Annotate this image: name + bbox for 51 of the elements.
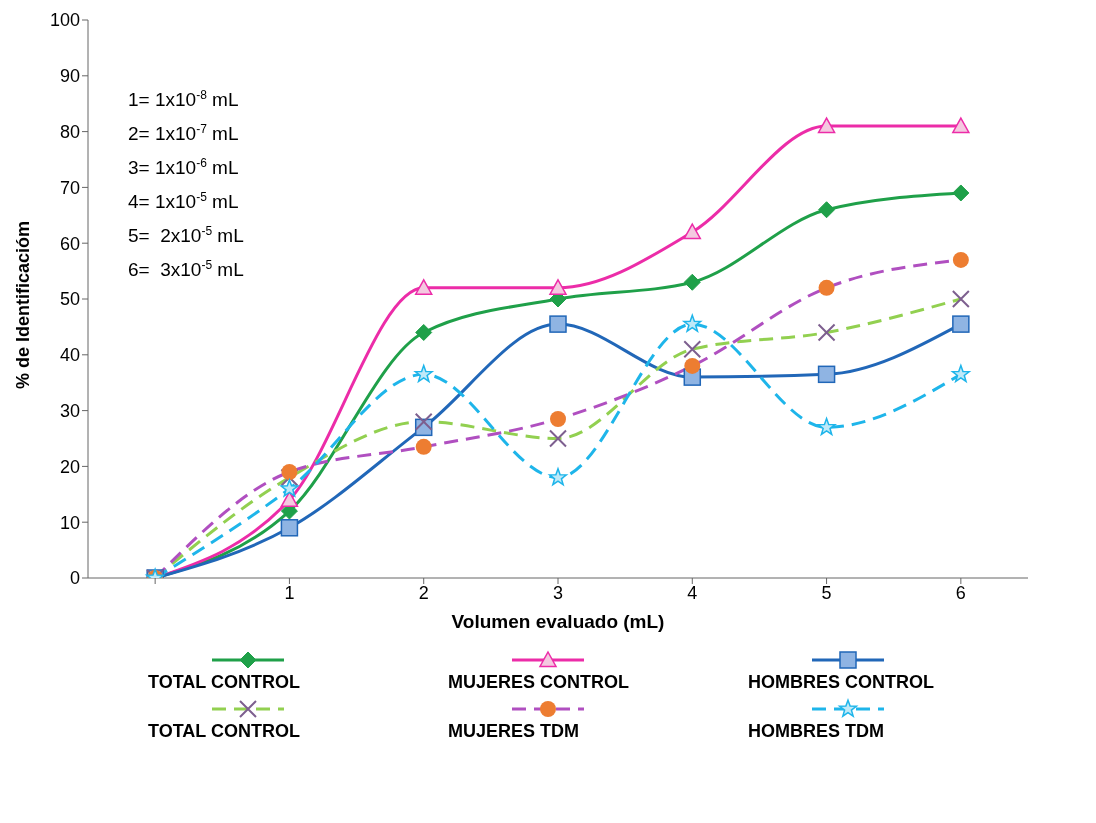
- y-axis-title: % de Identificacióm: [13, 220, 34, 389]
- point: [415, 323, 433, 341]
- x-tick-label: 5: [821, 582, 832, 603]
- y-tick-label: 50: [59, 289, 80, 310]
- point: [952, 315, 970, 333]
- y-tick-label: 60: [59, 233, 80, 254]
- point: [280, 491, 299, 508]
- point: [952, 117, 970, 134]
- legend-label: HOMBRES CONTROL: [748, 672, 934, 693]
- point: [951, 364, 970, 383]
- y-tick-label: 30: [59, 400, 80, 421]
- point: [280, 519, 299, 537]
- annotation: 2= 1x10$^{-7}$ mL: [128, 122, 239, 144]
- annotation: 3= 1x10$^{-6}$ mL: [128, 156, 239, 178]
- annotation: 1= 1x10$^{-8}$ mL: [128, 88, 239, 110]
- x-tick-label: 2: [418, 582, 429, 603]
- point: [549, 315, 567, 333]
- x-tick-label: 4: [687, 582, 698, 603]
- legend-label: TOTAL CONTROL: [148, 672, 300, 693]
- point: [549, 279, 567, 295]
- point: [818, 201, 836, 219]
- x-axis-title: Volumen evaluado (mL): [451, 611, 665, 632]
- annotation: 4= 1x10$^{-5}$ mL: [128, 190, 239, 212]
- point: [548, 468, 568, 486]
- x-tick-label: 6: [955, 582, 966, 603]
- point: [683, 273, 701, 291]
- legend-label: HOMBRES TDM: [748, 721, 884, 742]
- y-tick-label: 90: [59, 66, 80, 87]
- legend-label: TOTAL CONTROL: [148, 721, 300, 742]
- point: [683, 223, 702, 240]
- point: [817, 365, 836, 384]
- point: [683, 314, 702, 332]
- point: [817, 117, 836, 134]
- y-tick-label: 0: [69, 568, 80, 589]
- point: [414, 279, 433, 295]
- point: [280, 479, 299, 497]
- x-tick-label: 3: [552, 582, 564, 603]
- annotation: 6= 3x10$^{-5}$ mL: [128, 258, 244, 280]
- point: [817, 417, 836, 436]
- y-tick-label: 80: [59, 121, 80, 142]
- annotation: 5= 2x10$^{-5}$ mL: [128, 224, 244, 246]
- y-tick-label: 100: [49, 10, 80, 31]
- point: [952, 184, 970, 202]
- point: [414, 364, 433, 383]
- legend-label: MUJERES CONTROL: [448, 672, 630, 693]
- legend-label: MUJERES TDM: [448, 721, 580, 742]
- y-tick-label: 40: [59, 345, 80, 366]
- y-tick-label: 10: [59, 512, 80, 533]
- x-tick-label: 1: [284, 582, 295, 603]
- y-tick-label: 70: [59, 177, 80, 198]
- y-tick-label: 20: [59, 456, 80, 477]
